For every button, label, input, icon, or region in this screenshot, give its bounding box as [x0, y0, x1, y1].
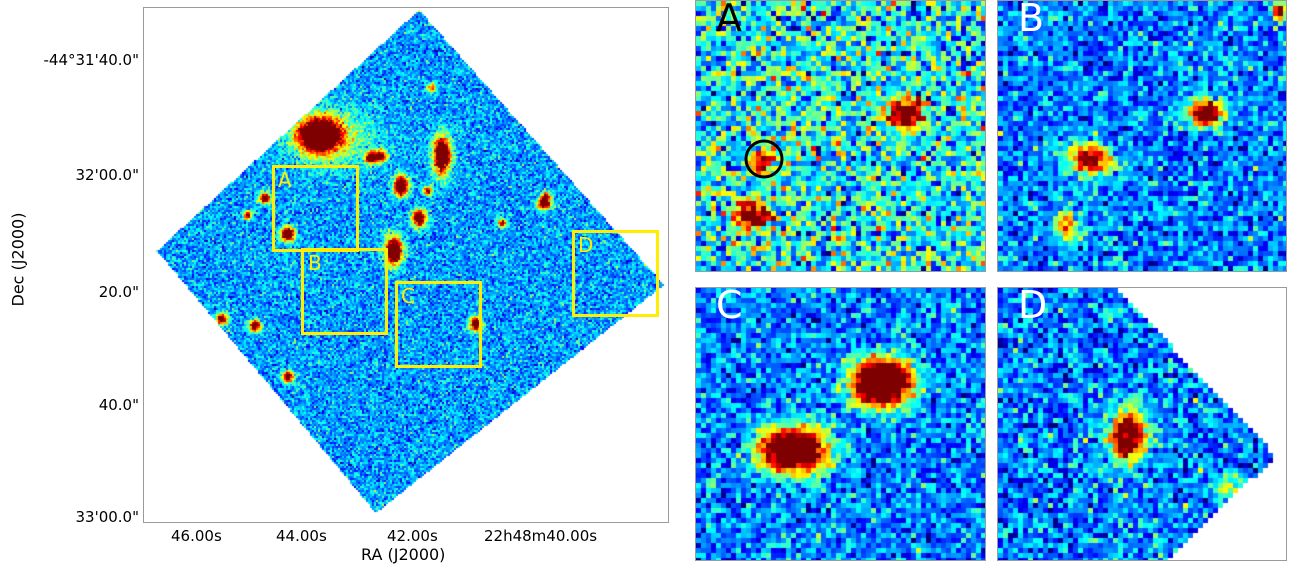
x-axis-label: RA (J2000): [361, 545, 446, 564]
main-sky-image: [144, 8, 668, 522]
region-box-d[interactable]: [572, 230, 659, 317]
x-tick-label: 46.00s: [171, 527, 222, 545]
zoom-image-a: [696, 1, 985, 271]
y-tick-label: 32'00.0": [75, 166, 139, 184]
region-label-c: C: [401, 284, 415, 308]
circle-marker-icon: [744, 139, 784, 179]
zoom-panel-a: [695, 0, 986, 272]
x-tick-label: 44.00s: [276, 527, 327, 545]
y-tick-label: 20.0": [98, 283, 139, 301]
y-tick-label: -44°31'40.0": [43, 51, 139, 69]
zoom-image-b: [998, 1, 1286, 271]
panel-label-c: C: [716, 283, 743, 327]
panel-label-a: A: [716, 0, 742, 40]
region-box-b[interactable]: [301, 248, 388, 335]
x-tick-label: 42.00s: [387, 527, 438, 545]
zoom-panel-b: [997, 0, 1287, 272]
main-map-frame: [143, 7, 669, 523]
zoom-image-d: [998, 288, 1286, 560]
y-axis-label: Dec (J2000): [8, 212, 28, 307]
region-box-c[interactable]: [395, 281, 482, 368]
zoom-panel-d: [997, 287, 1287, 561]
zoom-image-c: [696, 288, 985, 560]
y-tick-label: 33'00.0": [75, 508, 139, 526]
region-label-d: D: [578, 233, 594, 257]
y-tick-label: 40.0": [98, 396, 139, 414]
region-label-a: A: [278, 168, 292, 192]
x-tick-label: 22h48m40.00s: [484, 527, 598, 545]
region-label-b: B: [308, 251, 322, 275]
panel-label-b: B: [1018, 0, 1045, 40]
panel-label-d: D: [1018, 283, 1048, 327]
zoom-panel-c: [695, 287, 986, 561]
